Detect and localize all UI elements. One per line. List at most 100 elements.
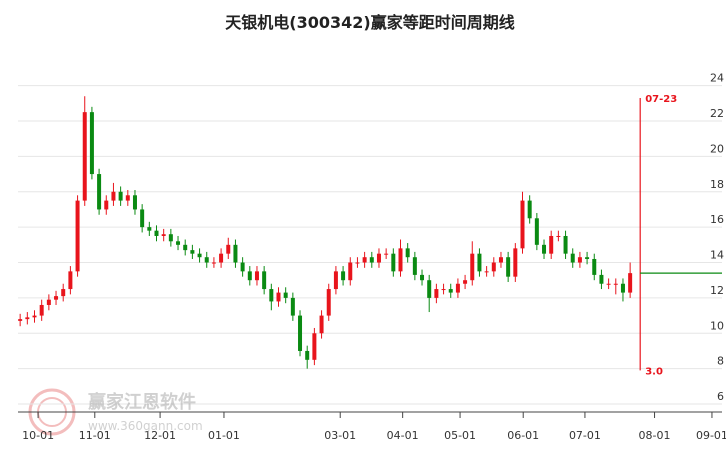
candle-body [319, 315, 324, 334]
candle-body [585, 257, 590, 259]
candle-body [391, 253, 396, 272]
candle-body [290, 297, 295, 316]
candle-body [463, 280, 468, 284]
candle-body [628, 273, 633, 293]
y-tick-label: 16 [710, 213, 724, 226]
candle-body [240, 262, 245, 272]
candle-body [448, 289, 453, 293]
candle-body [211, 262, 216, 264]
watermark-text: 赢家江恩软件 [88, 391, 196, 413]
watermark-url: www.360gann.com [88, 419, 203, 433]
candle-body [125, 195, 130, 201]
candle-body [398, 248, 403, 272]
candle-body [427, 280, 432, 298]
candle-body [190, 250, 195, 254]
candle-body [168, 234, 173, 242]
candle-body [254, 271, 259, 281]
candle-body [484, 271, 489, 273]
candle-body [506, 257, 511, 277]
y-tick-label: 6 [717, 390, 724, 403]
x-tick-label: 01-01 [208, 429, 240, 442]
candle-body [326, 289, 331, 316]
y-tick-label: 24 [710, 72, 724, 85]
x-tick-label: 03-01 [324, 429, 356, 442]
candle-body [556, 235, 561, 237]
candle-body [161, 234, 166, 236]
candle-body [226, 244, 231, 254]
candle-body [527, 200, 532, 219]
x-tick-label: 09-01 [696, 429, 726, 442]
candle-body [247, 271, 252, 281]
candle-body [54, 296, 59, 300]
candle-body [39, 304, 44, 316]
candle-body [75, 200, 80, 272]
candle-body [441, 289, 446, 291]
candle-body [25, 317, 30, 320]
candle-body [369, 257, 374, 263]
chart-title: 天银机电(300342)赢家等距时间周期线 [225, 13, 514, 32]
candle-body [118, 191, 123, 201]
x-tick-label: 05-01 [444, 429, 476, 442]
candle-body [276, 292, 281, 302]
candle-body [233, 244, 238, 263]
candle-body [82, 112, 87, 201]
candle-body [46, 299, 51, 305]
candle-body [298, 315, 303, 351]
cycle-bottom-label: 3.0 [645, 366, 663, 377]
candle-body [455, 283, 460, 293]
candle-body [104, 200, 109, 210]
y-tick-label: 8 [717, 355, 724, 368]
candle-body [18, 319, 23, 321]
x-tick-label: 10-01 [22, 429, 54, 442]
candle-body [542, 244, 547, 254]
candle-body [111, 191, 116, 201]
candle-body [491, 262, 496, 272]
candle-body [68, 271, 73, 290]
candle-body [355, 262, 360, 264]
y-tick-label: 12 [710, 284, 724, 297]
candle-body [362, 257, 367, 263]
candle-body [563, 235, 568, 254]
candle-body [498, 257, 503, 263]
candle-body [412, 257, 417, 275]
candle-body [470, 253, 475, 281]
y-tick-label: 14 [710, 249, 724, 262]
candle-body [534, 218, 539, 245]
candle-body [333, 271, 338, 290]
x-tick-label: 11-01 [79, 429, 111, 442]
y-tick-label: 20 [710, 142, 724, 155]
candle-body [520, 200, 525, 249]
candle-body [132, 195, 137, 210]
candle-body [477, 253, 482, 272]
x-tick-label: 04-01 [387, 429, 419, 442]
candle-body [204, 257, 209, 263]
candle-body [219, 253, 224, 263]
candle-body [420, 274, 425, 281]
candle-body [140, 209, 145, 228]
candle-body [61, 289, 66, 297]
candle-body [599, 274, 604, 284]
x-tick-label: 08-01 [639, 429, 671, 442]
candle-body [197, 253, 202, 258]
candle-body [154, 230, 159, 236]
candle-body [283, 292, 288, 298]
candle-body [262, 271, 267, 290]
candle-body [97, 174, 102, 210]
candle-body [269, 289, 274, 302]
candle-body [384, 253, 389, 255]
candle-body [89, 112, 94, 175]
x-tick-label: 12-01 [144, 429, 176, 442]
candle-body [176, 241, 181, 245]
candle-body [549, 235, 554, 254]
candle-body [183, 244, 188, 251]
candle-body [434, 289, 439, 298]
candle-body [305, 350, 310, 360]
candle-body [606, 283, 611, 285]
candle-body [376, 253, 381, 263]
candle-body [620, 283, 625, 293]
x-tick-label: 06-01 [507, 429, 539, 442]
candle-body [570, 253, 575, 263]
candle-body [348, 262, 353, 281]
candle-body [32, 315, 37, 318]
